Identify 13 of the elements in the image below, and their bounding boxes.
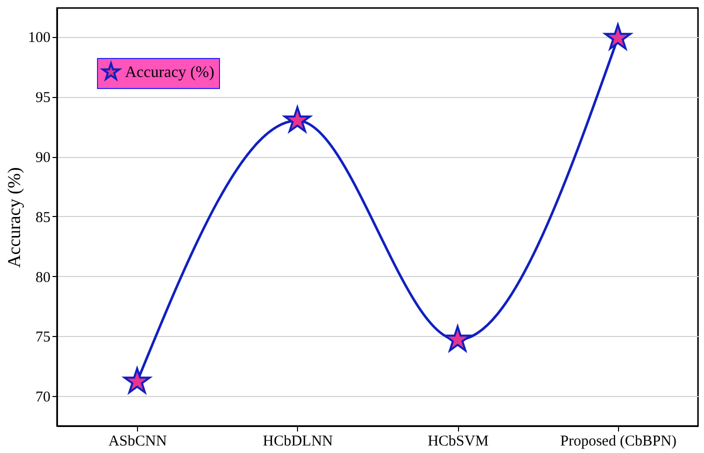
y-tick-label: 95 (36, 90, 50, 106)
legend-label: Accuracy (%) (125, 64, 214, 81)
x-tick-label: ASbCNN (108, 434, 167, 450)
y-axis-title: Accuracy (%) (4, 167, 24, 268)
y-tick-label: 90 (36, 150, 50, 166)
y-tick-label: 100 (28, 30, 50, 46)
x-tick-label: HCbSVM (428, 434, 489, 450)
x-tick-label: HCbDLNN (262, 434, 334, 450)
y-tick-label: 70 (36, 390, 50, 406)
x-tick-label: Proposed (CbBPN) (560, 434, 677, 450)
y-tick-label: 85 (36, 210, 50, 226)
y-tick-label: 80 (36, 270, 50, 286)
y-tick-label: 75 (36, 330, 50, 346)
